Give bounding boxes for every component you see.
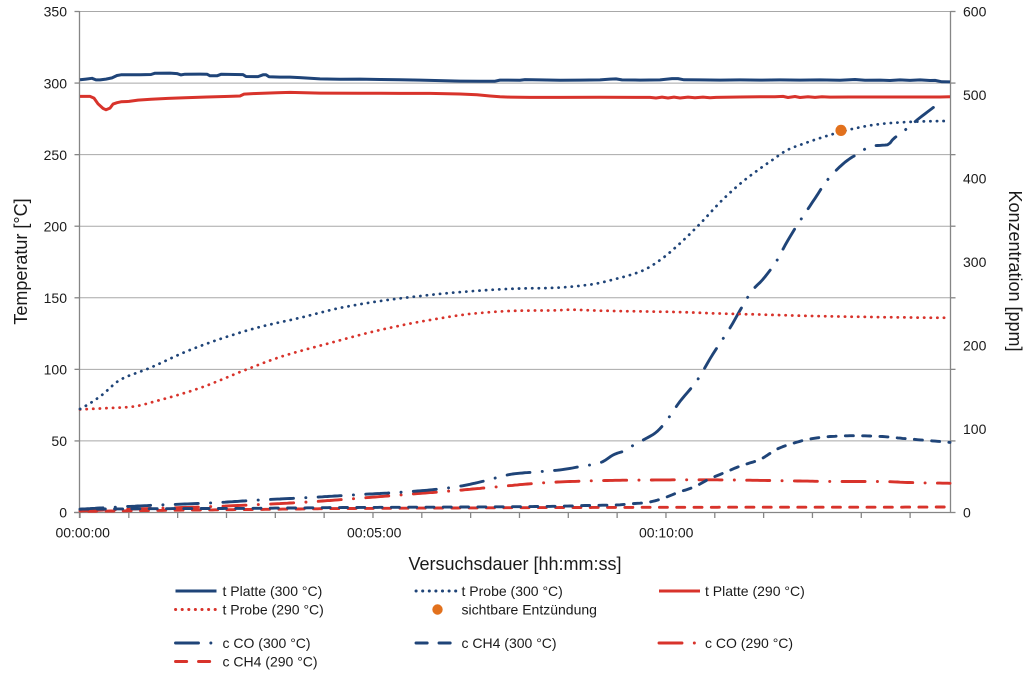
svg-text:400: 400 [963,171,987,187]
svg-text:50: 50 [51,433,67,449]
svg-text:200: 200 [963,338,987,354]
svg-text:t Platte (290 °C): t Platte (290 °C) [705,583,805,599]
svg-text:500: 500 [963,87,987,103]
svg-text:c CH4 (300 °C): c CH4 (300 °C) [462,635,557,651]
svg-text:350: 350 [44,4,68,20]
svg-text:Versuchsdauer [hh:mm:ss]: Versuchsdauer [hh:mm:ss] [408,554,621,574]
svg-text:300: 300 [963,254,987,270]
svg-text:t Platte (300 °C): t Platte (300 °C) [223,583,323,599]
svg-text:00:00:00: 00:00:00 [55,525,110,541]
svg-text:00:05:00: 00:05:00 [347,525,402,541]
svg-text:c CO (300 °C): c CO (300 °C) [223,635,311,651]
svg-text:200: 200 [44,218,68,234]
svg-text:sichtbare Entzündung: sichtbare Entzündung [462,602,597,618]
svg-text:c CH4 (290 °C): c CH4 (290 °C) [223,654,318,670]
svg-text:100: 100 [44,362,68,378]
svg-text:0: 0 [59,505,67,521]
svg-text:00:10:00: 00:10:00 [639,525,694,541]
svg-text:150: 150 [44,290,68,306]
svg-text:100: 100 [963,421,987,437]
svg-text:Konzentration [ppm]: Konzentration [ppm] [1005,190,1024,351]
svg-text:t Probe (290 °C): t Probe (290 °C) [223,602,324,618]
svg-text:t Probe (300 °C): t Probe (300 °C) [462,583,563,599]
svg-text:250: 250 [44,147,68,163]
svg-text:600: 600 [963,4,987,20]
svg-text:c CO (290 °C): c CO (290 °C) [705,635,793,651]
svg-text:Temperatur [°C]: Temperatur [°C] [11,198,31,324]
svg-text:300: 300 [44,75,68,91]
svg-text:0: 0 [963,505,971,521]
